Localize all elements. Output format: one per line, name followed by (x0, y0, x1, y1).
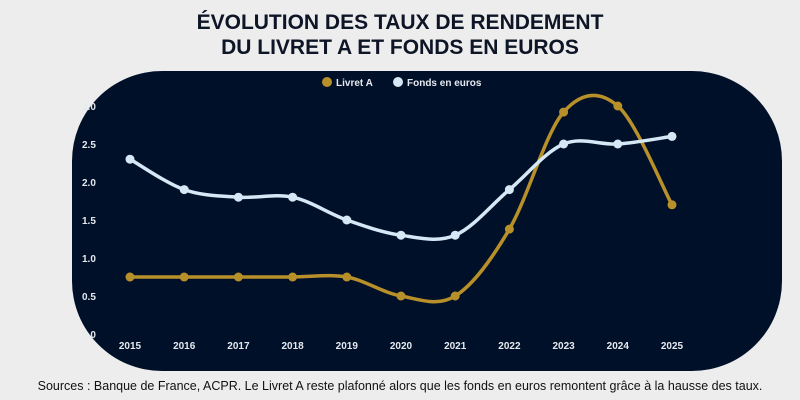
data-point (613, 101, 623, 111)
title-line-2: DU LIVRET A ET FONDS EN EUROS (221, 36, 579, 59)
y-tick-label: 1.5 (82, 216, 96, 227)
data-point (125, 154, 135, 164)
source-note: Sources : Banque de France, ACPR. Le Liv… (37, 379, 763, 393)
data-point (559, 139, 569, 149)
x-tick-label: 2025 (661, 341, 684, 352)
x-tick-label: 2016 (173, 341, 196, 352)
x-tick-label: 2019 (336, 341, 359, 352)
data-point (125, 272, 135, 282)
x-tick-label: 2021 (444, 341, 467, 352)
data-point (667, 200, 677, 210)
x-tick-label: 2018 (281, 341, 304, 352)
data-point (342, 215, 352, 225)
y-tick-label: 2.5 (82, 140, 96, 151)
x-tick-label: 2015 (119, 341, 142, 352)
data-point (288, 192, 298, 202)
data-point (504, 185, 514, 195)
data-point (559, 107, 569, 117)
x-tick-label: 2023 (552, 341, 575, 352)
chart-title: ÉVOLUTION DES TAUX DE RENDEMENT DU LIVRE… (0, 10, 800, 60)
data-point (233, 192, 243, 202)
legend-label: Livret A (336, 78, 373, 89)
data-point (504, 224, 514, 234)
data-point (613, 139, 623, 149)
data-point (667, 131, 677, 141)
x-tick-label: 2024 (607, 341, 630, 352)
data-point (396, 291, 406, 301)
data-point (342, 272, 352, 282)
x-tick-label: 2017 (227, 341, 250, 352)
data-point (179, 272, 189, 282)
x-tick-label: 2020 (390, 341, 413, 352)
legend-marker (393, 77, 403, 87)
series-line (128, 93, 674, 304)
data-point (179, 185, 189, 195)
data-point (288, 272, 298, 282)
legend-label: Fonds en euros (407, 78, 482, 89)
data-point (450, 291, 460, 301)
y-tick-label: 0.0 (82, 330, 96, 341)
y-tick-label: 0.5 (82, 292, 96, 303)
data-point (233, 272, 243, 282)
y-tick-label: 1.0 (82, 254, 96, 265)
chart-panel (72, 71, 782, 371)
y-tick-label: 3.0 (82, 102, 96, 113)
series-line (128, 134, 674, 241)
title-line-1: ÉVOLUTION DES TAUX DE RENDEMENT (196, 11, 604, 34)
data-point (450, 230, 460, 240)
y-tick-label: 2.0 (82, 178, 96, 189)
data-point (396, 230, 406, 240)
legend-marker (322, 77, 332, 87)
x-tick-label: 2022 (498, 341, 521, 352)
